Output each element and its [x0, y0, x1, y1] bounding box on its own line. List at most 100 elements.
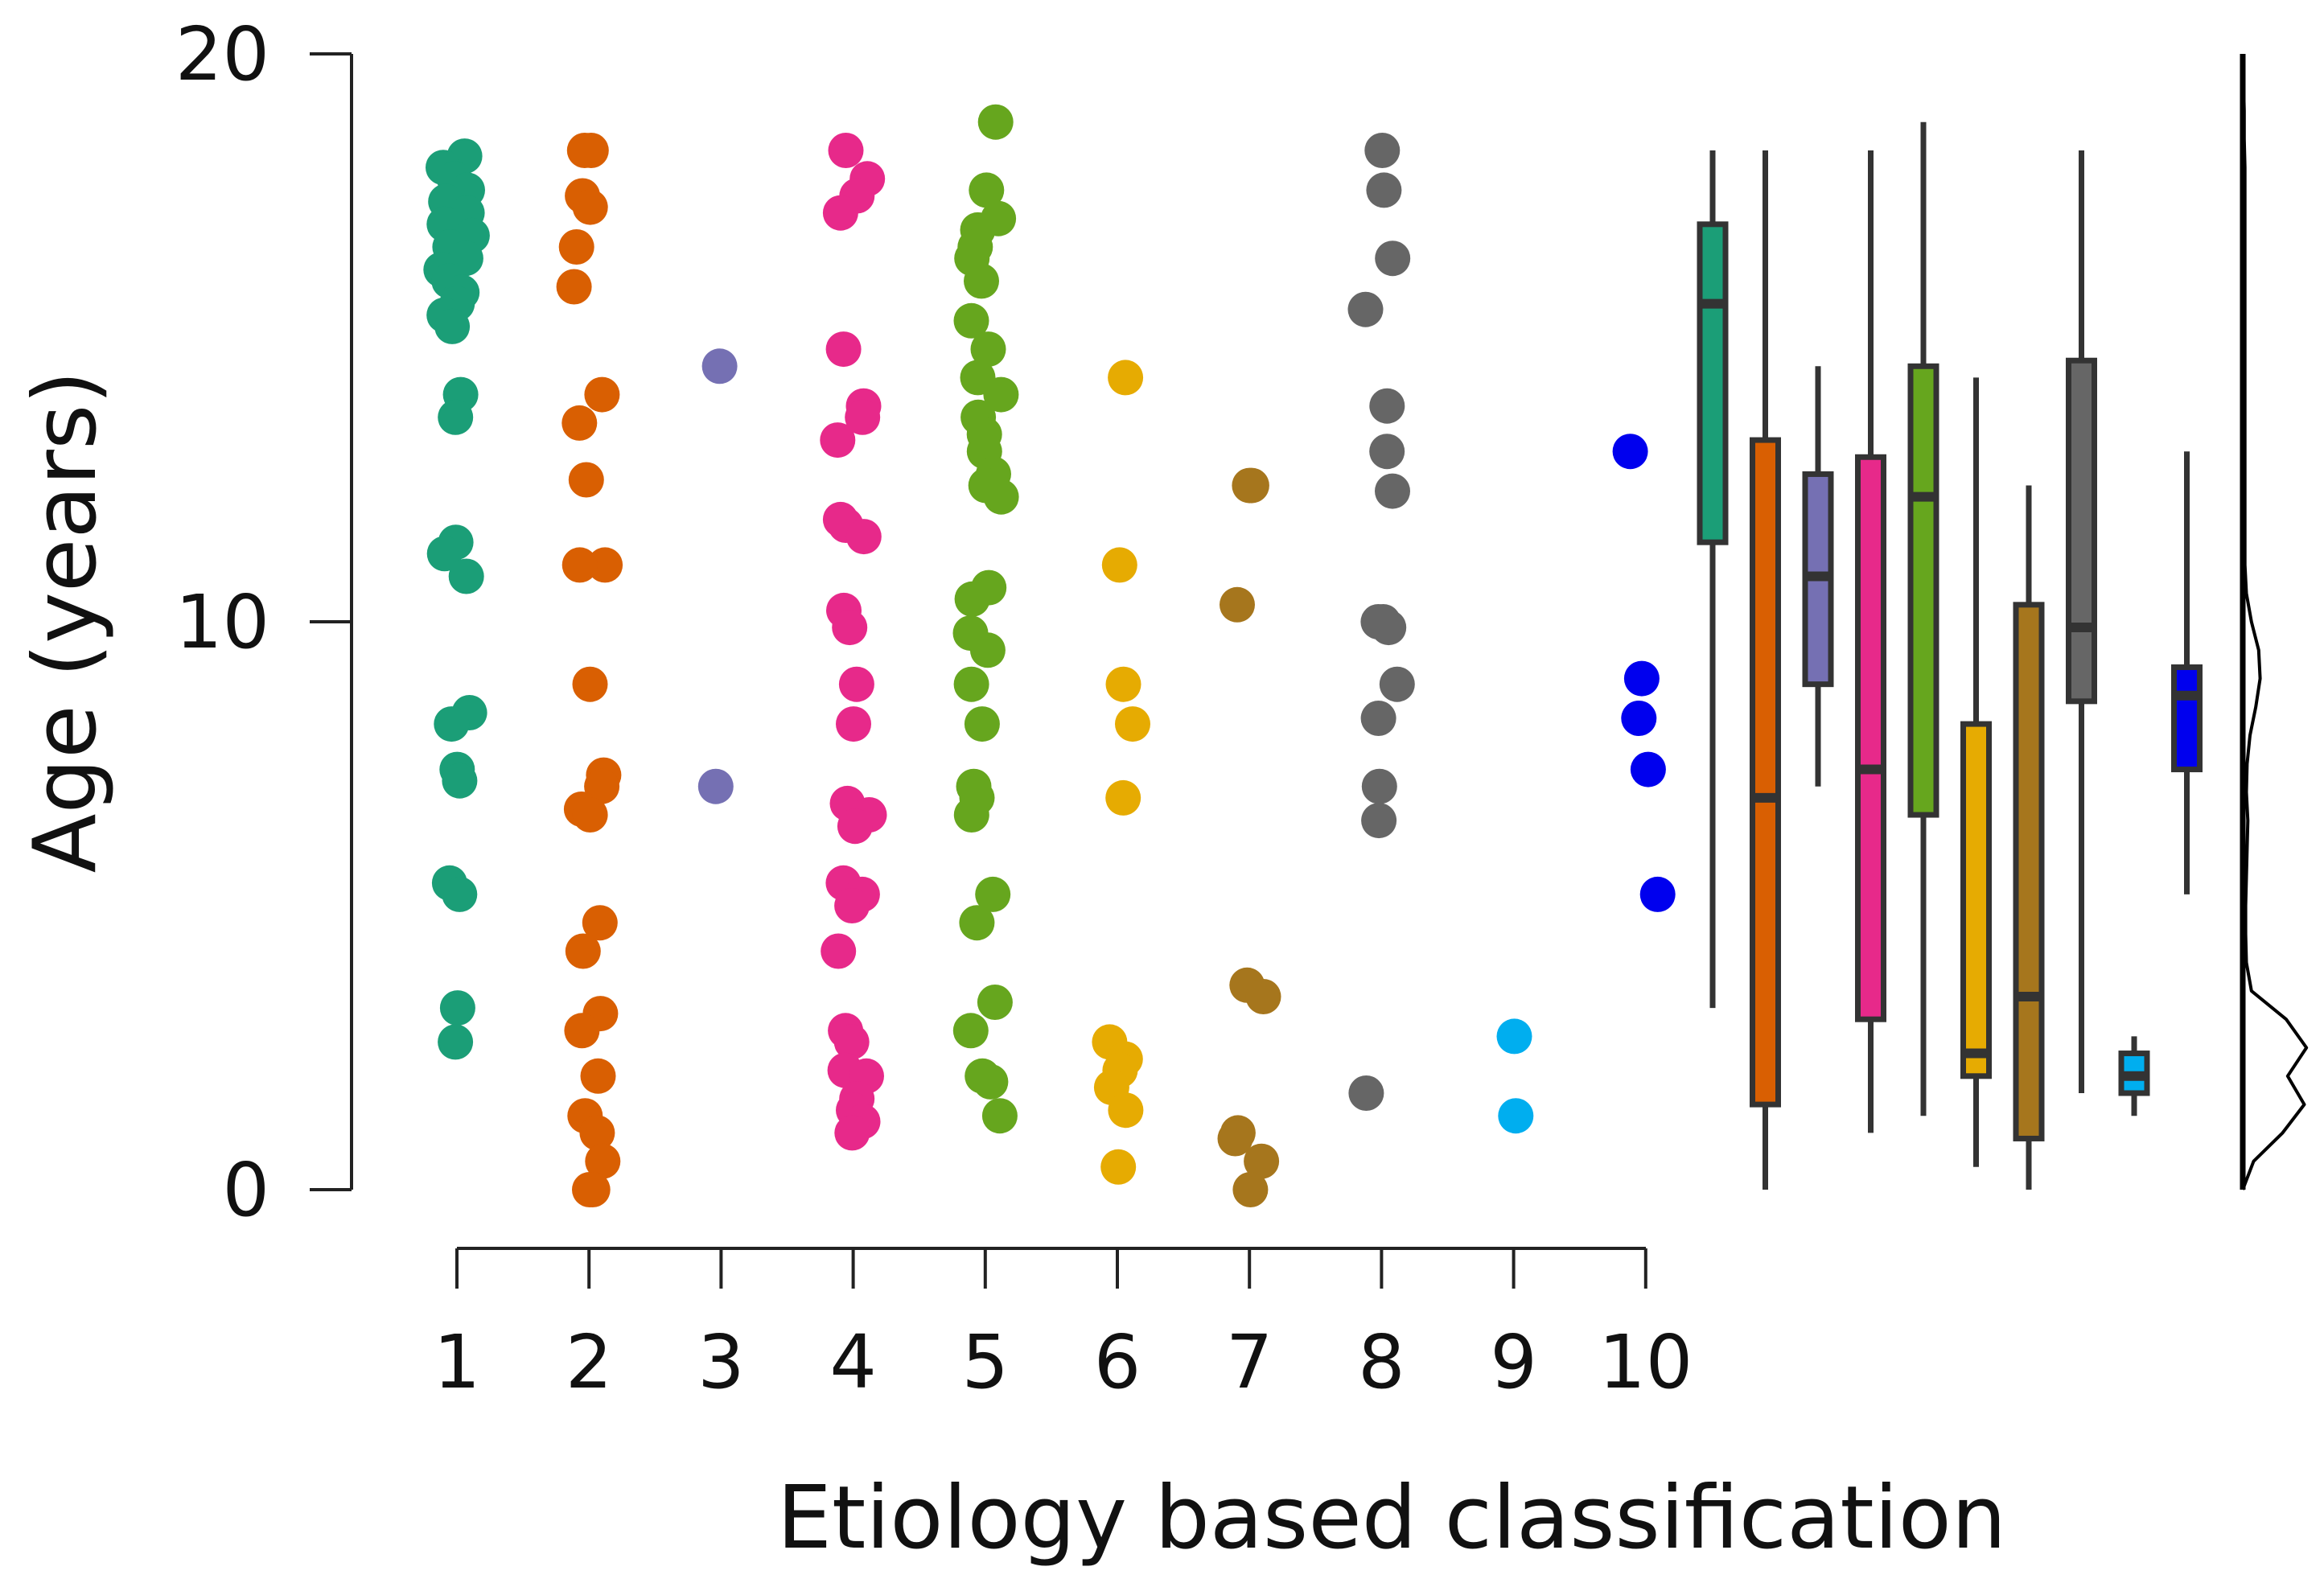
data-point: [1244, 1143, 1280, 1179]
y-tick-label: 20: [175, 11, 269, 97]
data-point: [970, 331, 1006, 368]
x-axis-title: Etiology based classification: [777, 1468, 2006, 1569]
data-point: [582, 905, 618, 941]
boxplot-box: [1697, 221, 1729, 545]
x-tick-label: 5: [962, 1319, 1010, 1405]
boxplot: [2066, 150, 2097, 1093]
data-point: [434, 308, 471, 344]
boxplots: [1697, 121, 2203, 1190]
axes: [310, 52, 1647, 1289]
data-point: [558, 229, 594, 265]
data-point: [701, 348, 738, 384]
data-point: [952, 1013, 989, 1049]
data-point: [564, 1013, 600, 1049]
data-point: [1612, 434, 1648, 470]
data-point: [959, 905, 995, 941]
y-tick-label: 0: [222, 1147, 269, 1233]
data-point: [585, 1143, 621, 1179]
x-tick-label: 3: [697, 1319, 745, 1405]
data-point: [953, 302, 989, 339]
data-point: [834, 1115, 870, 1151]
boxplot: [2013, 485, 2045, 1190]
data-point: [438, 1024, 474, 1060]
data-point: [1379, 666, 1415, 702]
data-point: [833, 1024, 870, 1060]
boxplot-box: [1750, 437, 1781, 1108]
data-point: [836, 706, 871, 742]
data-point: [964, 706, 1000, 742]
data-point: [1371, 610, 1407, 646]
boxplot: [1802, 366, 1834, 787]
density-line: [2241, 53, 2309, 1190]
data-point: [1369, 388, 1405, 424]
data-point: [953, 666, 989, 702]
data-point: [442, 876, 478, 912]
data-point: [1108, 360, 1144, 396]
boxplot: [1855, 150, 1886, 1133]
data-point: [838, 666, 874, 702]
data-point: [448, 558, 484, 594]
data-point: [572, 666, 608, 702]
data-point: [587, 547, 623, 583]
data-point: [561, 405, 598, 441]
x-tick-label: 7: [1226, 1319, 1273, 1405]
data-point: [1361, 768, 1397, 804]
data-point: [442, 763, 478, 799]
data-point: [1621, 701, 1657, 736]
boxplot: [1697, 150, 1729, 1009]
data-point: [1630, 751, 1666, 787]
data-point: [568, 462, 604, 498]
data-point: [973, 1063, 1009, 1100]
data-point: [438, 399, 474, 435]
data-point: [1232, 1172, 1269, 1207]
data-point: [434, 706, 470, 742]
data-point: [584, 376, 620, 413]
data-point: [969, 632, 1006, 668]
data-point: [825, 331, 862, 368]
data-point: [566, 133, 603, 168]
boxplot: [1750, 150, 1781, 1190]
data-point: [426, 536, 463, 572]
data-point: [1105, 779, 1141, 816]
boxplot: [1907, 121, 1939, 1116]
data-point: [1101, 547, 1137, 583]
data-point: [845, 399, 881, 435]
x-tick-label: 6: [1094, 1319, 1141, 1405]
data-point: [1233, 467, 1269, 504]
boxplot-box: [2066, 357, 2097, 705]
boxplot-box: [1855, 454, 1886, 1022]
data-point: [1375, 241, 1411, 277]
data-point: [1245, 979, 1281, 1014]
data-point: [439, 990, 475, 1026]
data-point: [1108, 1092, 1144, 1129]
data-point: [837, 808, 873, 845]
data-point: [1498, 1098, 1534, 1134]
data-point: [983, 479, 1019, 515]
data-point: [1496, 1018, 1532, 1055]
data-point: [975, 876, 1011, 912]
data-point: [1347, 291, 1384, 327]
data-point: [580, 1058, 616, 1094]
data-point: [828, 133, 864, 168]
data-point: [574, 1172, 611, 1207]
data-point: [820, 422, 856, 458]
data-point: [981, 1098, 1018, 1134]
data-point: [572, 797, 608, 833]
data-point: [697, 768, 734, 804]
scatter-points: [423, 104, 1676, 1207]
data-point: [584, 768, 620, 804]
boxplot-box: [1907, 363, 1939, 818]
data-point: [1217, 1120, 1253, 1157]
data-point: [845, 519, 882, 555]
data-point: [953, 797, 989, 833]
boxplot-box: [1960, 721, 1992, 1079]
density-curve: [2240, 53, 2309, 1190]
x-tick-label: 4: [829, 1319, 877, 1405]
data-point: [572, 189, 608, 225]
boxplot-box: [2171, 664, 2203, 773]
y-axis-title: Age (years): [15, 371, 116, 874]
data-point: [977, 104, 1014, 140]
data-point: [1361, 803, 1397, 839]
data-point: [1623, 660, 1660, 697]
